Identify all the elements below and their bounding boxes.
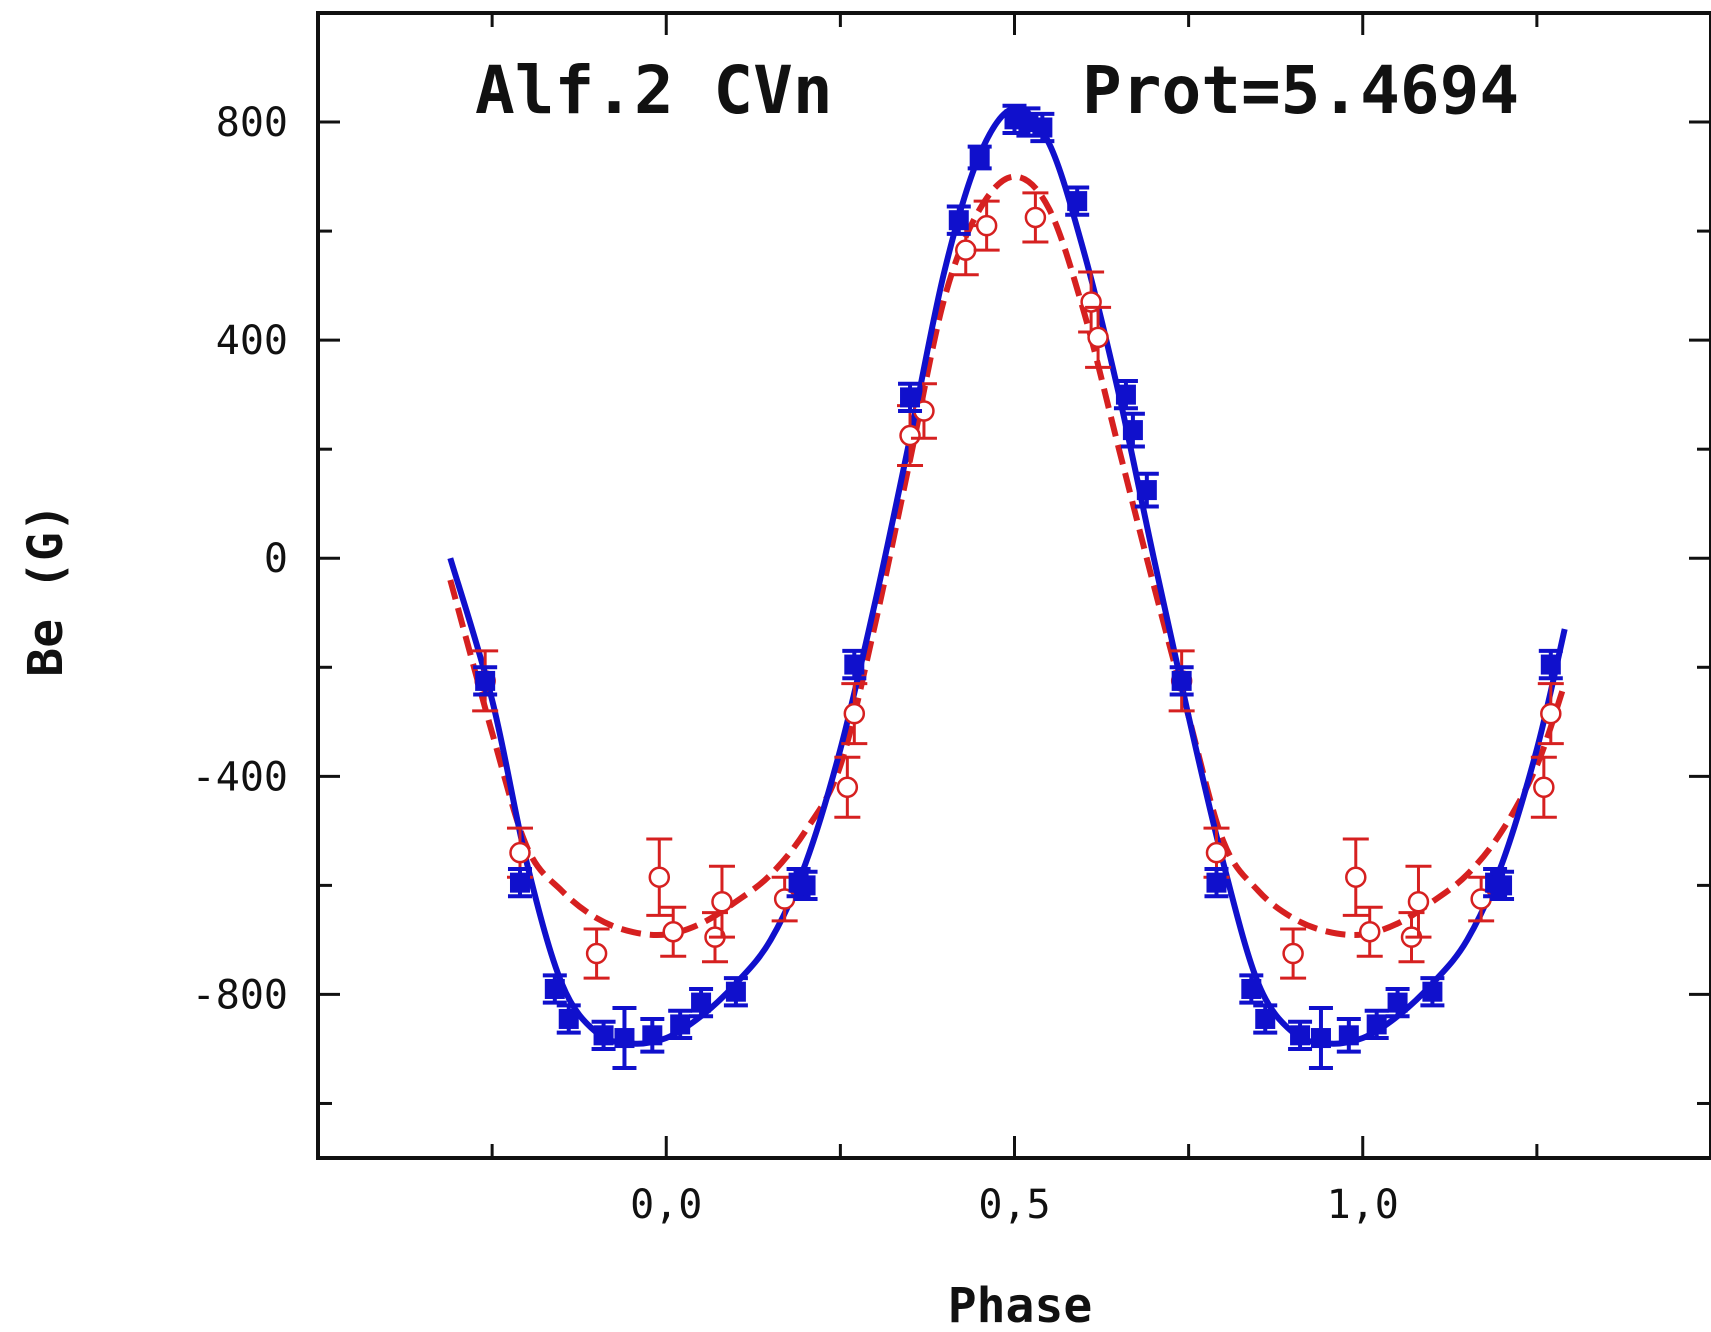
y-tick-label: 800 [216, 100, 288, 146]
blue-data-point [1239, 973, 1264, 1005]
blue-data-point [1420, 976, 1445, 1008]
red-fit-curve [447, 173, 1568, 939]
red-data-point [1405, 864, 1432, 939]
x-tick-label: 0,5 [978, 1182, 1050, 1228]
red-data-point [708, 864, 735, 939]
blue-data-point [556, 1003, 581, 1035]
blue-data-point [1364, 1008, 1389, 1041]
star-name-annotation: Alf.2 CVn [475, 52, 833, 129]
blue-data-point [793, 869, 818, 902]
blue-data-point [1030, 111, 1055, 144]
red-data-point [1022, 191, 1049, 244]
blue-data-point [507, 867, 532, 899]
blue-data-point [1113, 379, 1138, 411]
blue-data-point [898, 381, 923, 414]
red-data-point [1530, 755, 1557, 819]
plot-frame [316, 11, 1711, 1160]
period-annotation: Prot=5.4694 [1082, 52, 1519, 129]
blue-data-point [542, 973, 567, 1005]
blue-data-point [1253, 1003, 1278, 1035]
y-tick-label: 400 [216, 318, 288, 364]
y-tick-labels: 800 400 0 -400 -800 [192, 100, 288, 1018]
blue-data-point [1288, 1019, 1313, 1051]
red-data-point [646, 837, 673, 917]
fit-curves [447, 105, 1568, 1047]
blue-data-point [612, 1006, 637, 1071]
y-tick-label: 0 [264, 536, 288, 582]
blue-data-point [668, 1008, 693, 1041]
red-data-point [841, 682, 868, 746]
blue-data-point [1490, 869, 1515, 902]
x-axis-title: Phase [948, 1278, 1093, 1332]
x-tick-label: 1,0 [1327, 1182, 1399, 1228]
blue-data-point [723, 976, 748, 1008]
x-tick-label: 0,0 [630, 1182, 702, 1228]
blue-data-point [1308, 1006, 1333, 1071]
blue-data-point [1169, 665, 1194, 697]
red-data-point [1203, 826, 1230, 879]
y-axis-title: Be (G) [18, 503, 74, 676]
x-tick-labels: 0,0 0,5 1,0 [630, 1182, 1399, 1228]
y-tick-label: -400 [192, 754, 288, 800]
red-data-point [1356, 905, 1383, 958]
data-points [472, 103, 1564, 1071]
blue-data-point [1120, 411, 1145, 449]
blue-data-point [1204, 867, 1229, 899]
red-data-point [660, 905, 687, 958]
red-data-point [1537, 682, 1564, 746]
red-data-point [583, 927, 610, 980]
blue-data-point [967, 144, 992, 171]
blue-data-point [842, 648, 867, 681]
blue-data-point [473, 665, 498, 697]
blue-fit-curve [447, 105, 1568, 1047]
red-data-point [973, 199, 1000, 252]
red-data-point [1085, 305, 1112, 369]
red-data-point [1280, 927, 1307, 980]
blue-data-point [946, 204, 971, 236]
blue-data-point [689, 986, 714, 1019]
blue-data-point [640, 1016, 665, 1054]
blue-data-point [1538, 648, 1563, 681]
blue-data-point [1336, 1016, 1361, 1054]
blue-data-point [1385, 986, 1410, 1019]
blue-data-point [1134, 471, 1159, 509]
axis-ticks [318, 13, 1711, 1158]
red-data-point [1342, 837, 1369, 917]
blue-data-point [591, 1019, 616, 1051]
red-data-point [834, 755, 861, 819]
blue-data-point [1065, 185, 1090, 217]
y-tick-label: -800 [192, 972, 288, 1018]
